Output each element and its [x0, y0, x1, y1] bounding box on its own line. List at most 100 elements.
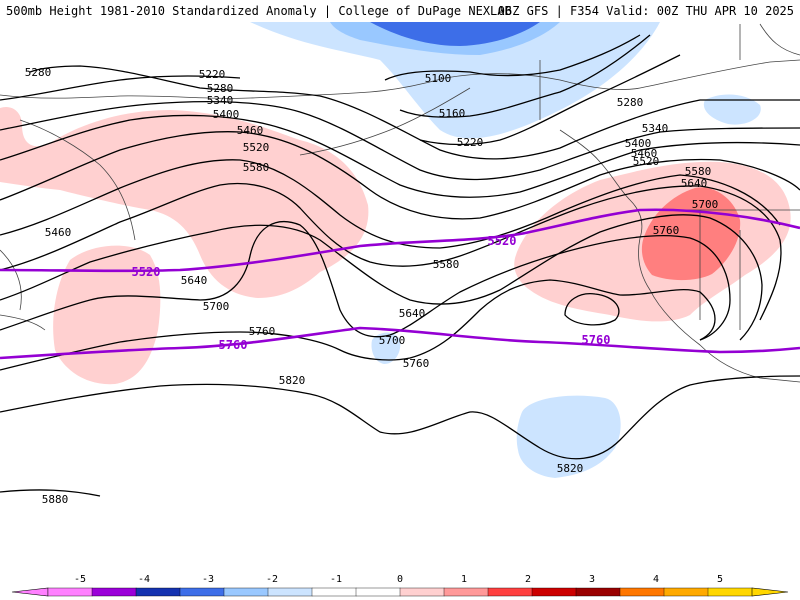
colorbar-tick: 4 [653, 574, 659, 585]
colorbar-segment [267, 587, 313, 597]
colorbar-segment [47, 587, 93, 597]
contour-5160 [399, 34, 651, 118]
contour-label: 5400 [213, 108, 240, 121]
contour-5460 [0, 131, 800, 220]
colorbar-tick: 1 [461, 574, 467, 585]
colorbar-segments [11, 587, 789, 597]
model-valid-time: 06Z GFS | F354 Valid: 00Z THU APR 10 202… [497, 4, 794, 18]
colorbar-segment [135, 587, 181, 597]
contour-label: 5640 [681, 177, 708, 190]
reference-label: 5760 [582, 333, 611, 347]
colorbar-segment [311, 587, 357, 597]
contour-label: 5760 [403, 357, 430, 370]
contour-5760-loop [564, 293, 620, 326]
colorbar-arrow-right [751, 587, 789, 597]
contour-label: 5460 [45, 226, 72, 239]
contour-label: 5760 [249, 325, 276, 338]
colorbar-arrow-left [11, 587, 49, 597]
contour-label: 5460 [631, 147, 658, 160]
colorbar-segment [663, 587, 709, 597]
colorbar-tick: -3 [202, 574, 214, 585]
contour-5820 [0, 375, 800, 460]
negative-anomaly-hawaii [371, 332, 401, 364]
colorbar-segment [223, 587, 269, 597]
colorbar-tick: 3 [589, 574, 595, 585]
contour-label: 5760 [653, 224, 680, 237]
colorbar-segment [399, 587, 445, 597]
colorbar-segment [487, 587, 533, 597]
anomaly-shading [0, 22, 791, 478]
reference-contours [0, 208, 800, 360]
contour-label: 5520 [243, 141, 270, 154]
contour-5700 [0, 221, 731, 341]
anomaly-colorbar: -5 -4 -3 -2 -1 0 1 2 3 4 5 [11, 574, 789, 597]
contour-5760 [0, 279, 716, 371]
colorbar-segment [355, 587, 401, 597]
contour-label: 5580 [243, 161, 270, 174]
colorbar-segment [179, 587, 225, 597]
height-contours [0, 34, 800, 497]
contour-label: 5700 [692, 198, 719, 211]
contour-label: 5340 [207, 94, 234, 107]
reference-contour-5520 [0, 208, 800, 273]
contour-label: 5400 [625, 137, 652, 150]
contour-labels: 5280 5220 5280 5340 5400 5460 5520 5580 … [25, 66, 719, 506]
colorbar-segment [443, 587, 489, 597]
contour-5340 [0, 100, 800, 181]
contour-label: 5820 [557, 462, 584, 475]
contour-label: 5640 [181, 274, 208, 287]
map-title: 500mb Height 1981-2010 Standardized Anom… [6, 4, 512, 18]
contour-label: 5100 [425, 72, 452, 85]
contour-5220-west [0, 75, 241, 101]
contour-label: 5280 [617, 96, 644, 109]
reference-contour-5760 [0, 326, 800, 360]
colorbar-segment [707, 587, 753, 597]
contour-label: 5700 [203, 300, 230, 313]
negative-anomaly-arctic [250, 22, 660, 139]
contour-label: 5520 [633, 155, 660, 168]
contour-5640 [0, 214, 763, 341]
contour-label: 5460 [237, 124, 264, 137]
contour-5100 [384, 34, 641, 81]
contour-5880 [0, 489, 101, 497]
contour-label: 5820 [279, 374, 306, 387]
negative-anomaly-arctic-3 [370, 22, 540, 46]
reference-label: 5760 [219, 338, 248, 352]
height-anomaly-map: 5280 5220 5280 5340 5400 5460 5520 5580 … [0, 22, 800, 506]
colorbar-segment [575, 587, 621, 597]
colorbar-segment [91, 587, 137, 597]
contour-5400 [0, 114, 800, 198]
negative-anomaly-subtropical [516, 395, 621, 478]
contour-label: 5580 [685, 165, 712, 178]
contour-5220-east [419, 54, 681, 146]
coastlines [0, 23, 800, 383]
colorbar-tick: 0 [397, 574, 403, 585]
positive-anomaly-siberia [0, 106, 369, 299]
colorbar-segment [531, 587, 577, 597]
reference-label: 5520 [132, 265, 161, 279]
contour-label: 5340 [642, 122, 669, 135]
contour-label: 5700 [379, 334, 406, 347]
contour-5580 [0, 182, 782, 321]
contour-label: 5280 [25, 66, 52, 79]
contour-label: 5220 [457, 136, 484, 149]
reference-labels: 5520 5520 5760 5760 [132, 234, 611, 352]
reference-label: 5520 [488, 234, 517, 248]
contour-label: 5220 [199, 68, 226, 81]
map-header: 500mb Height 1981-2010 Standardized Anom… [0, 0, 800, 22]
contour-label: 5640 [399, 307, 426, 320]
contour-5280-west [29, 65, 800, 160]
colorbar-tick: 5 [717, 574, 723, 585]
contour-label: 5280 [207, 82, 234, 95]
negative-anomaly-yukon [703, 94, 761, 125]
colorbar-segment [619, 587, 665, 597]
contour-label: 5880 [42, 493, 69, 506]
colorbar-ticks: -5 -4 -3 -2 -1 0 1 2 3 4 5 [74, 574, 723, 585]
colorbar-tick: -4 [138, 574, 150, 585]
contour-5520 [0, 159, 781, 249]
colorbar-tick: -5 [74, 574, 86, 585]
colorbar-tick: 2 [525, 574, 531, 585]
contour-label: 5580 [433, 258, 460, 271]
colorbar-tick: -2 [266, 574, 278, 585]
contour-label: 5160 [439, 107, 466, 120]
